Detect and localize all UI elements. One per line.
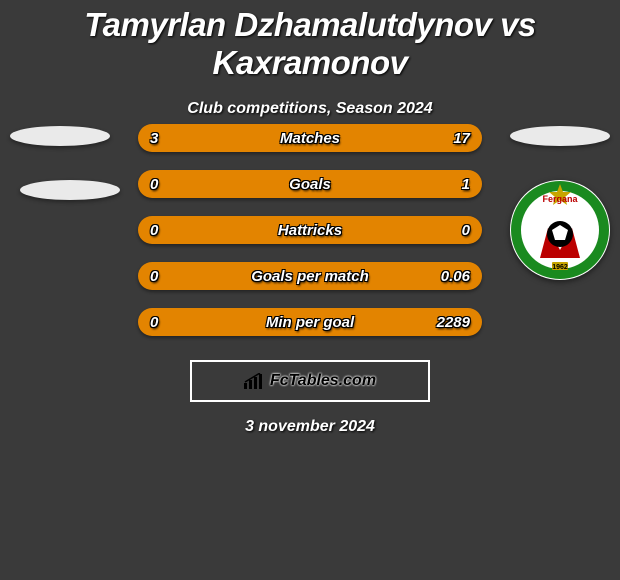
stat-label: Goals per match [138,262,482,290]
chart-icon [244,373,264,389]
stat-bar: 0Goals1 [138,170,482,198]
stat-label: Hattricks [138,216,482,244]
stat-label: Min per goal [138,308,482,336]
player2-club-logo: Fergana 1962 [510,180,610,280]
stat-right-value: 17 [453,124,470,152]
stat-bar: 3Matches17 [138,124,482,152]
stat-right-value: 0 [462,216,470,244]
brand-text: FcTables.com [270,372,376,390]
club-name-text: Fergana [542,194,578,204]
stat-right-value: 0.06 [441,262,470,290]
date-text: 3 november 2024 [0,418,620,436]
stat-right-value: 2289 [437,308,470,336]
page-title: Tamyrlan Dzhamalutdynov vs Kaxramonov [0,0,620,82]
stat-label: Goals [138,170,482,198]
stat-right-value: 1 [462,170,470,198]
page-subtitle: Club competitions, Season 2024 [0,100,620,118]
club-est-text: 1962 [552,264,568,271]
club-logo-svg: Fergana 1962 [510,180,610,280]
footer: FcTables.com 3 november 2024 [0,352,620,436]
brand-box[interactable]: FcTables.com [190,360,430,402]
stat-bar: 0Min per goal2289 [138,308,482,336]
stat-label: Matches [138,124,482,152]
stat-bar: 0Goals per match0.06 [138,262,482,290]
player1-badge-placeholder-1 [10,126,110,146]
stat-bar: 0Hattricks0 [138,216,482,244]
player1-badge-placeholder-2 [20,180,120,200]
stats-bars: 3Matches170Goals10Hattricks00Goals per m… [138,124,482,354]
player2-badge-placeholder [510,126,610,146]
